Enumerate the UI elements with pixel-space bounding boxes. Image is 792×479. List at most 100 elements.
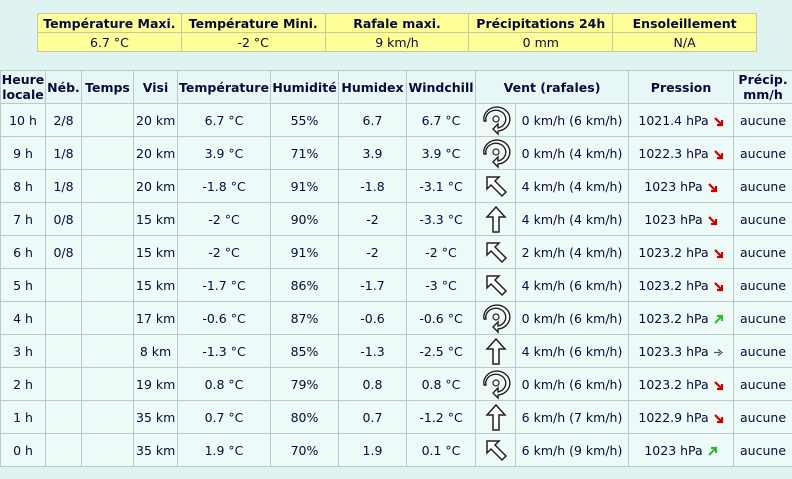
wind-icon-cell: [475, 367, 516, 401]
data-row: 7 h 0/8 15 km -2 °C 90% -2 -3.3 °C 4 km/h (4 km…: [0, 202, 792, 236]
cell: 91%: [270, 235, 339, 269]
cell: 0/8: [45, 235, 82, 269]
pressure-trend: [713, 248, 723, 258]
cell: 70%: [270, 433, 339, 467]
cell: 10 h: [0, 103, 46, 137]
cell: 0.8 °C: [406, 367, 476, 401]
cell: 35 km: [133, 400, 178, 434]
cell: aucune: [733, 400, 792, 434]
empty-cell: [45, 433, 82, 467]
wind-icon-cell: [475, 433, 516, 467]
empty-cell: [81, 367, 134, 401]
pressure-cell: 1022.3 hPa: [628, 136, 735, 170]
column-header: Heure locale: [0, 70, 46, 104]
data-row: 5 h 15 km -1.7 °C 86% -1.7 -3 °C 4 km/h (6 km/…: [0, 268, 792, 302]
wind-icon: [485, 242, 507, 264]
pressure-cell: 1023.3 hPa: [628, 334, 735, 368]
data-row: 10 h 2/8 20 km 6.7 °C 55% 6.7 6.7 °C 0 km/h (6 …: [0, 103, 792, 137]
column-header: Néb.: [45, 70, 82, 104]
cell: 1.9 °C: [177, 433, 271, 467]
cell: 4 km/h (4 km/h): [514, 202, 630, 236]
cell: 9 h: [0, 136, 46, 170]
pressure-trend: [713, 116, 723, 126]
summary-value: 0 mm: [468, 32, 614, 52]
cell: -2 °C: [406, 235, 476, 269]
cell: -2 °C: [177, 235, 271, 269]
column-header: Température: [177, 70, 271, 104]
empty-cell: [81, 169, 134, 203]
summary-table: Température Maxi. Température Mini. Rafale…: [37, 13, 757, 52]
cell: 15 km: [133, 268, 178, 302]
pressure-cell: 1022.9 hPa: [628, 400, 735, 434]
cell: 0.1 °C: [406, 433, 476, 467]
pressure-cell: 1021.4 hPa: [628, 103, 735, 137]
wind-icon-cell: [475, 103, 516, 137]
empty-cell: [81, 103, 134, 137]
pressure-value: 1023.3 hPa: [638, 343, 709, 359]
cell: aucune: [733, 268, 792, 302]
pressure-trend: [713, 281, 723, 291]
pressure-trend: [713, 380, 723, 390]
pressure-cell: 1023.2 hPa: [628, 367, 735, 401]
wind-icon: [484, 403, 507, 431]
wind-icon: [485, 176, 507, 198]
cell: 4 km/h (6 km/h): [514, 334, 630, 368]
cell: -1.3 °C: [177, 334, 271, 368]
data-row: 4 h 17 km -0.6 °C 87% -0.6 -0.6 °C 0 km/h (6 k…: [0, 301, 792, 335]
cell: 5 h: [0, 268, 46, 302]
cell: -2.5 °C: [406, 334, 476, 368]
cell: 1/8: [45, 136, 82, 170]
empty-cell: [45, 400, 82, 434]
cell: 20 km: [133, 136, 178, 170]
cell: 4 h: [0, 301, 46, 335]
cell: 20 km: [133, 169, 178, 203]
summary-value: 9 km/h: [324, 32, 470, 52]
wind-icon: [485, 440, 507, 462]
cell: -0.6 °C: [177, 301, 271, 335]
cell: 1/8: [45, 169, 82, 203]
wind-icon: [482, 139, 510, 169]
pressure-trend: [707, 446, 717, 456]
cell: 6.7 °C: [177, 103, 271, 137]
cell: 17 km: [133, 301, 178, 335]
pressure-cell: 1023.2 hPa: [628, 235, 735, 269]
data-row: 3 h 8 km -1.3 °C 85% -1.3 -2.5 °C 4 km/h (6 km…: [0, 334, 792, 368]
pressure-trend: [713, 314, 723, 324]
cell: -1.7 °C: [177, 268, 271, 302]
cell: 87%: [270, 301, 339, 335]
cell: 0.7 °C: [177, 400, 271, 434]
wind-icon: [484, 337, 507, 365]
empty-cell: [81, 400, 134, 434]
cell: 2 km/h (4 km/h): [514, 235, 630, 269]
cell: aucune: [733, 202, 792, 236]
cell: aucune: [733, 334, 792, 368]
empty-cell: [81, 136, 134, 170]
pressure-cell: 1023.2 hPa: [628, 268, 735, 302]
cell: 4 km/h (6 km/h): [514, 268, 630, 302]
cell: -1.7: [338, 268, 407, 302]
column-header: Humidité: [270, 70, 339, 104]
pressure-value: 1022.3 hPa: [638, 145, 709, 161]
pressure-cell: 1023 hPa: [628, 202, 735, 236]
wind-icon: [482, 304, 510, 334]
summary-value: 6.7 °C: [37, 32, 182, 52]
cell: 0 km/h (4 km/h): [514, 136, 630, 170]
data-row: 9 h 1/8 20 km 3.9 °C 71% 3.9 3.9 °C 0 km/h (4 k…: [0, 136, 792, 170]
pressure-value: 1023.2 hPa: [638, 277, 709, 293]
cell: 7 h: [0, 202, 46, 236]
summary-value: -2 °C: [180, 32, 326, 52]
summary-value: N/A: [612, 32, 757, 52]
cell: -3.3 °C: [406, 202, 476, 236]
summary-header-row: Température Maxi. Température Mini. Rafale…: [37, 13, 757, 33]
pressure-cell: 1023 hPa: [628, 169, 735, 203]
cell: -3.1 °C: [406, 169, 476, 203]
cell: -2: [338, 235, 407, 269]
empty-cell: [45, 301, 82, 335]
cell: 6 km/h (9 km/h): [514, 433, 630, 467]
column-header: Humidex: [338, 70, 407, 104]
cell: 0.7: [338, 400, 407, 434]
pressure-value: 1023.2 hPa: [638, 310, 709, 326]
pressure-trend: [713, 348, 723, 356]
column-header: Vent (rafales): [474, 70, 630, 104]
empty-cell: [81, 268, 134, 302]
